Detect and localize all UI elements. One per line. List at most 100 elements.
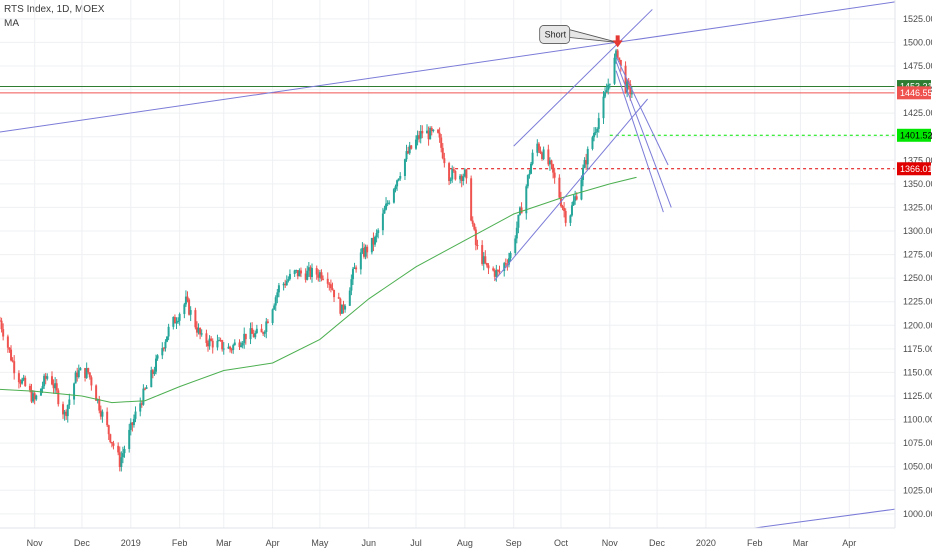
- candle-body: [426, 130, 429, 134]
- price-tick-label: 1300.00: [903, 226, 932, 236]
- candle-body: [284, 283, 287, 286]
- candle-body: [602, 96, 605, 119]
- candle-body: [474, 229, 477, 246]
- price-tick-label: 1075.00: [903, 438, 932, 448]
- price-tick-label: 1100.00: [903, 415, 932, 425]
- candle-body: [351, 268, 354, 280]
- time-tick-label: Apr: [842, 538, 856, 548]
- candle-body: [460, 175, 463, 181]
- candle-body: [243, 333, 246, 343]
- candle-body: [520, 207, 523, 214]
- candle-body: [238, 342, 241, 347]
- candle-body: [572, 200, 575, 206]
- price-badge: [897, 128, 931, 142]
- chart-legend-title: RTS Index, 1D, MOEX: [4, 4, 105, 15]
- candle-body: [558, 177, 561, 198]
- candle-body: [101, 411, 104, 417]
- candle-body: [530, 163, 533, 174]
- time-tick-label: Nov: [602, 538, 619, 548]
- candle-body: [452, 169, 455, 171]
- candle-body: [195, 327, 198, 333]
- candle-body: [145, 387, 148, 389]
- candle-body: [396, 180, 399, 187]
- candle-body: [244, 333, 247, 340]
- candle-body: [613, 57, 616, 84]
- candle-body: [531, 152, 534, 164]
- candle-body: [552, 164, 555, 173]
- candle-body: [95, 385, 98, 401]
- candle-body: [186, 296, 189, 300]
- candle-body: [470, 178, 473, 221]
- candle-body: [597, 118, 600, 129]
- candle-body: [561, 206, 564, 208]
- candle-body: [251, 328, 254, 334]
- candle-body: [437, 129, 440, 133]
- candle-body: [353, 267, 356, 269]
- candle-body: [394, 186, 397, 190]
- candle-body: [585, 159, 588, 165]
- candle-body: [73, 383, 76, 400]
- candle-body: [591, 137, 594, 149]
- candle-body: [619, 59, 622, 66]
- candle-body: [392, 189, 395, 203]
- candle-body: [463, 169, 466, 177]
- candle-body: [151, 370, 154, 374]
- moving-average-line: [0, 176, 637, 404]
- chart-legend-ma[interactable]: MA: [4, 18, 19, 29]
- candle-body: [492, 268, 495, 271]
- candle-body: [183, 304, 186, 315]
- moving-average-path: [0, 176, 637, 404]
- candle-body: [63, 411, 66, 415]
- candle-body: [13, 361, 16, 374]
- candle-body: [476, 245, 479, 247]
- time-tick-label: Jul: [410, 538, 422, 548]
- candle-body: [454, 170, 457, 180]
- candle-body: [563, 207, 566, 212]
- candle-body: [462, 176, 465, 181]
- candle-body: [296, 270, 299, 277]
- candle-body: [604, 92, 607, 97]
- candle-body: [260, 328, 263, 333]
- candle-body: [386, 203, 389, 205]
- candle-body: [68, 399, 71, 406]
- candle-body: [98, 399, 101, 411]
- time-axis[interactable]: Nov Dec 2019 Feb Mar Apr May Jun Jul Aug Sep Oct Nov…: [0, 527, 895, 548]
- candle-body: [495, 270, 498, 277]
- candle-body: [482, 256, 485, 264]
- candle-body: [372, 237, 375, 245]
- candle-body: [123, 448, 126, 454]
- time-tick-label: Aug: [457, 538, 473, 548]
- candle-body: [249, 328, 252, 340]
- candle-body: [273, 305, 276, 310]
- candle-body: [167, 326, 170, 337]
- candle-body: [471, 220, 474, 224]
- candle-body: [99, 410, 102, 417]
- candle-body: [317, 274, 320, 278]
- candle-body: [241, 342, 244, 346]
- price-tick-label: 1050.00: [903, 462, 932, 472]
- candle-body: [514, 238, 517, 253]
- trend-line: [494, 98, 648, 281]
- price-badge-label: 1366.01: [900, 164, 932, 174]
- callout-pointer: [568, 28, 618, 43]
- price-axis[interactable]: 1000.00 1025.00 1050.00 1075.00 1100.00 1125.…: [894, 0, 932, 528]
- sell-arrow-icon: [612, 35, 623, 48]
- candle-body: [419, 131, 422, 139]
- candle-body: [582, 167, 585, 180]
- candle-body: [139, 403, 142, 412]
- candle-body: [134, 411, 137, 419]
- candle-body: [19, 382, 22, 384]
- candle-body: [252, 333, 255, 338]
- price-tick-label: 1250.00: [903, 273, 932, 283]
- candle-body: [407, 151, 410, 154]
- candle-body: [607, 84, 610, 91]
- candle-body: [410, 145, 413, 149]
- candle-body: [161, 348, 164, 356]
- candle-body: [85, 368, 88, 378]
- candle-body: [361, 247, 364, 253]
- candle-body: [449, 179, 452, 181]
- candle-body: [616, 50, 619, 58]
- time-tick-label: Dec: [649, 538, 666, 548]
- price-badge: [897, 86, 931, 100]
